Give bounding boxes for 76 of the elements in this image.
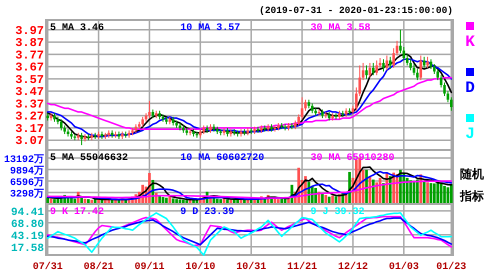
y-tick-label: 3.87 <box>15 36 44 50</box>
text: 10 MA 3.57 <box>180 23 240 34</box>
y-tick-label: 3.67 <box>15 60 44 75</box>
y-tick-label: 9894万 <box>10 166 44 178</box>
x-tick-label: 10/10 <box>185 261 216 273</box>
candlestick <box>378 58 382 68</box>
candlestick <box>60 118 63 131</box>
bar <box>378 178 382 204</box>
bar <box>53 199 56 204</box>
x-tick-label: 10/31 <box>236 261 266 273</box>
x-tick-label: 07/31 <box>32 261 63 273</box>
bar <box>412 181 416 204</box>
y-tick-label: 43.19 <box>10 230 44 243</box>
candlestick <box>80 132 83 146</box>
text: 5 MA 55046632 <box>50 153 128 164</box>
bar <box>321 194 324 204</box>
y-tick-label: 3.37 <box>15 97 44 112</box>
x-tick-label: 09/11 <box>134 261 164 273</box>
chart-subtitle: (2019-07-31 - 2020-01-23:15:00:00) <box>259 5 453 16</box>
y-tick-label: 94.41 <box>10 206 44 219</box>
annotation: 9 D 23.39 <box>180 207 234 218</box>
text: 5 MA 3.46 <box>50 23 104 34</box>
y-tick-label: 3.07 <box>15 134 44 148</box>
bar <box>175 199 178 204</box>
annotation: 9 K 17.42 <box>50 207 104 218</box>
candlestick <box>382 58 385 72</box>
x-tick-label: 12/12 <box>338 261 368 273</box>
y-tick-label: 3.47 <box>15 85 44 100</box>
candlestick <box>426 56 429 68</box>
bar <box>443 186 446 204</box>
candlestick <box>148 100 151 119</box>
x-tick-label: 01/03 <box>388 261 419 273</box>
candlestick <box>300 96 304 120</box>
bar <box>334 196 338 204</box>
bar <box>382 183 385 204</box>
y-tick-label: 68.80 <box>10 218 44 231</box>
y-tick-label: 3.27 <box>15 110 44 124</box>
legend-label: J <box>465 125 475 143</box>
candlestick <box>388 56 392 70</box>
bar <box>426 182 429 204</box>
bar <box>331 196 334 204</box>
x-tick-label: 11/21 <box>287 261 318 273</box>
y-tick-label: 3298万 <box>10 188 44 201</box>
y-tick-label: 3.57 <box>15 72 44 87</box>
y-tick-label: 6596万 <box>10 177 44 190</box>
candlestick <box>368 62 372 78</box>
x-tick-label: 01/23 <box>436 261 466 273</box>
candlestick <box>310 102 314 114</box>
text: 10 MA 60602720 <box>180 153 264 164</box>
y-tick-label: 3.77 <box>15 48 44 62</box>
bar <box>368 176 372 204</box>
annotation: 9 J 39.32 <box>310 207 364 218</box>
candlestick <box>419 55 422 81</box>
chart-title: 随机指标 <box>459 167 484 203</box>
series-label: 30 MA 65910280 <box>310 153 394 164</box>
bar <box>162 197 164 204</box>
candlestick <box>386 55 388 71</box>
bar <box>165 198 168 204</box>
candlestick <box>422 56 426 68</box>
y-tick-label: 17.58 <box>10 242 44 255</box>
candlestick <box>365 64 368 80</box>
bar <box>409 180 412 204</box>
legend-label: D <box>465 79 475 97</box>
y-tick-label: 3.97 <box>15 24 44 38</box>
candlestick <box>430 58 432 70</box>
bar <box>446 187 450 204</box>
text: 30 MA 3.58 <box>310 23 370 34</box>
line-series <box>46 180 452 199</box>
bar <box>87 199 90 204</box>
y-tick-label: 13192万 <box>4 154 44 166</box>
legend-label: K <box>465 33 476 51</box>
candlestick <box>409 58 412 71</box>
candlestick <box>375 60 378 76</box>
y-tick-label: 3.17 <box>15 122 44 136</box>
bar <box>430 183 432 204</box>
x-tick-label: 08/21 <box>84 261 114 273</box>
